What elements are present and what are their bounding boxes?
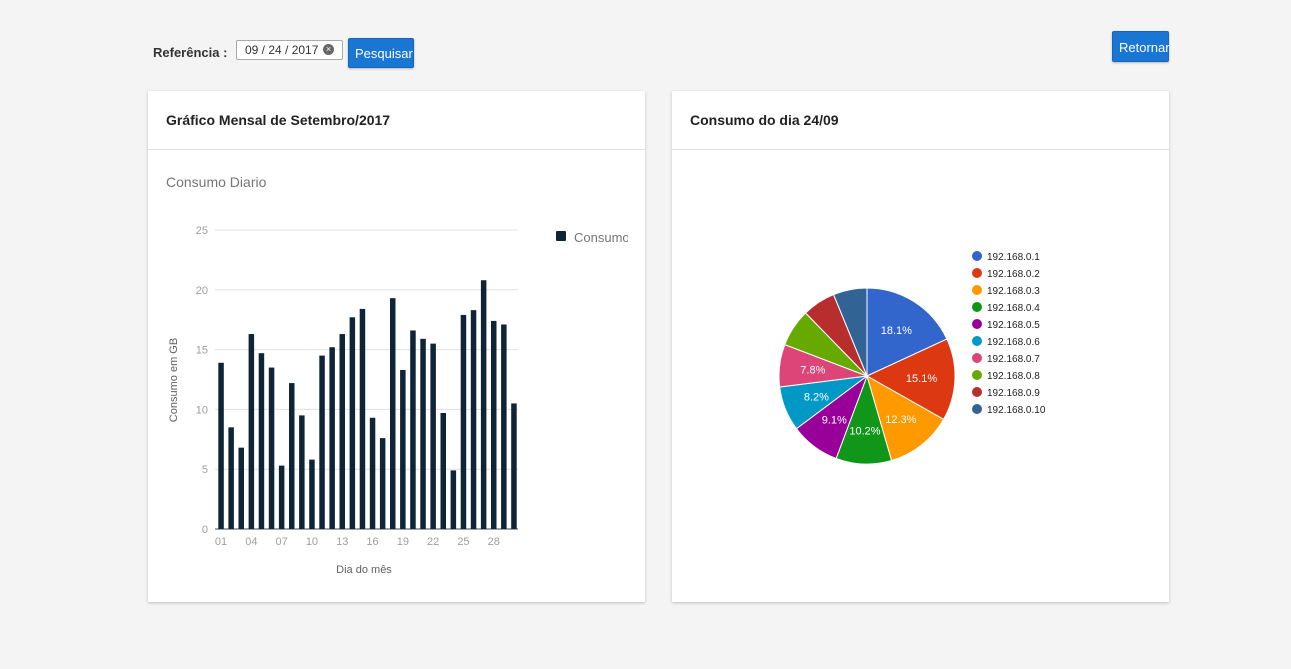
x-tick-label: 22 <box>427 536 439 548</box>
reference-date-value: 09 / 24 / 2017 <box>245 43 319 57</box>
bar <box>400 369 406 529</box>
bar <box>491 320 497 529</box>
bar <box>390 298 396 529</box>
bar <box>238 447 244 529</box>
legend-marker <box>972 319 982 329</box>
legend-marker <box>972 302 982 312</box>
slice-label: 15.1% <box>906 373 937 385</box>
x-tick-label: 04 <box>245 536 257 548</box>
bar <box>460 314 467 529</box>
x-axis-title: Dia do mês <box>336 564 392 576</box>
x-tick-label: 01 <box>215 536 227 548</box>
bar <box>299 415 305 529</box>
legend-marker <box>972 370 982 380</box>
pie-slice <box>832 287 868 377</box>
legend-marker <box>972 268 982 278</box>
bar <box>218 362 224 529</box>
bar <box>329 347 335 529</box>
legend-swatch <box>556 231 566 241</box>
bar <box>501 324 507 529</box>
y-tick-label: 5 <box>202 464 208 476</box>
legend-label: 192.168.0.7 <box>987 354 1040 365</box>
legend-label: 192.168.0.3 <box>987 286 1040 297</box>
legend-marker <box>972 285 982 295</box>
chart-title: Consumo Diario <box>166 174 267 190</box>
bar <box>248 334 255 529</box>
legend-label: Consumo <box>574 230 630 245</box>
pie-slice <box>865 338 956 421</box>
bar <box>268 367 275 529</box>
monthly-chart-card: Gráfico Mensal de Setembro/2017 Consumo … <box>148 91 645 602</box>
legend-label: 192.168.0.6 <box>987 337 1040 348</box>
bar <box>511 403 517 529</box>
monthly-bar-chart: Consumo Diario 0 5 10 15 20 25 01 04 07 10 13 16 19 22… <box>166 174 630 576</box>
bar <box>430 343 436 529</box>
bar <box>339 334 345 529</box>
bar <box>410 330 416 529</box>
legend-label: 192.168.0.5 <box>987 320 1040 331</box>
legend-marker <box>972 251 982 261</box>
legend-marker <box>972 404 982 414</box>
bar <box>480 280 487 529</box>
slice-label: 12.3% <box>885 414 916 426</box>
legend-label: 192.168.0.10 <box>987 405 1046 416</box>
legend-label: 192.168.0.1 <box>987 252 1040 263</box>
slice-label: 18.1% <box>881 325 912 337</box>
y-tick-label: 0 <box>202 524 208 536</box>
legend-marker <box>972 353 982 363</box>
x-tick-label: 10 <box>306 536 318 548</box>
x-tick-label: 19 <box>397 536 409 548</box>
bar <box>359 308 366 529</box>
x-tick-label: 07 <box>276 536 288 548</box>
x-tick-label: 13 <box>336 536 348 548</box>
y-tick-label: 20 <box>196 285 208 297</box>
bar <box>470 310 477 529</box>
x-tick-label: 28 <box>488 536 500 548</box>
slice-label: 10.2% <box>849 426 880 438</box>
reference-label: Referência : <box>153 45 228 60</box>
x-tick-label: 16 <box>366 536 378 548</box>
daily-pie-chart: 18.1% 15.1% 12.3% 10.2%9.1% 8.2% 7.8% 192.168.… <box>778 251 1046 465</box>
legend-marker <box>972 336 982 346</box>
bar <box>440 412 446 529</box>
legend-marker <box>972 387 982 397</box>
bar <box>228 427 234 529</box>
legend-label: 192.168.0.9 <box>987 388 1040 399</box>
slice-label: 7.8% <box>800 365 825 377</box>
pie-slice <box>866 374 945 462</box>
bar <box>369 417 376 529</box>
legend-label: 192.168.0.4 <box>987 303 1040 314</box>
legend-label: 192.168.0.8 <box>987 371 1040 382</box>
y-tick-label: 15 <box>196 345 208 357</box>
bar <box>319 355 325 529</box>
search-button[interactable]: Pesquisar <box>348 38 414 68</box>
y-axis-title: Consumo em GB <box>168 338 180 422</box>
bar <box>450 470 457 529</box>
bar <box>278 465 285 529</box>
y-tick-label: 25 <box>196 225 208 237</box>
daily-chart-title: Consumo do dia 24/09 <box>672 91 1169 150</box>
y-tick-label: 10 <box>196 404 208 416</box>
bar <box>258 353 265 529</box>
reference-date-input[interactable]: 09 / 24 / 2017 × <box>236 40 343 60</box>
bar <box>289 383 295 529</box>
clear-date-icon[interactable]: × <box>323 44 334 55</box>
pie-slice <box>866 287 948 377</box>
monthly-chart-title: Gráfico Mensal de Setembro/2017 <box>148 91 645 150</box>
bar <box>349 317 356 529</box>
slice-label: 9.1% <box>822 415 847 427</box>
x-tick-label: 25 <box>457 536 469 548</box>
slice-label: 8.2% <box>804 391 829 403</box>
bar <box>379 438 386 529</box>
bar <box>309 459 315 529</box>
return-button[interactable]: Retornar <box>1112 31 1170 62</box>
legend-label: 192.168.0.2 <box>987 269 1040 280</box>
daily-chart-card: Consumo do dia 24/09 18.1% 15.1% 12.3% 10.2… <box>672 91 1169 602</box>
bar <box>420 338 426 529</box>
